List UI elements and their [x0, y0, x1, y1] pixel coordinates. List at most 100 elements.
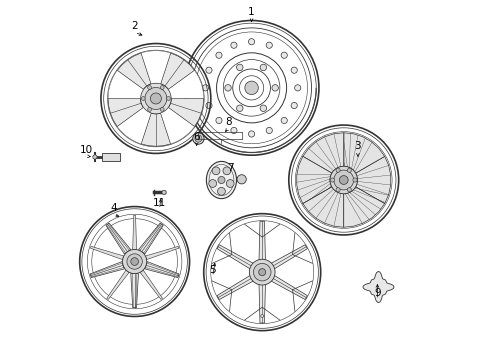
Circle shape: [253, 264, 270, 281]
Polygon shape: [117, 53, 151, 89]
Text: 4: 4: [110, 203, 117, 213]
Circle shape: [236, 64, 243, 71]
Polygon shape: [217, 275, 253, 300]
Circle shape: [290, 102, 297, 109]
Circle shape: [144, 87, 166, 109]
Polygon shape: [270, 245, 307, 269]
Circle shape: [260, 64, 266, 71]
Ellipse shape: [206, 161, 236, 199]
Circle shape: [370, 280, 385, 294]
Circle shape: [150, 93, 161, 104]
Text: 9: 9: [373, 288, 380, 298]
Circle shape: [271, 85, 278, 91]
Circle shape: [141, 96, 145, 100]
Polygon shape: [106, 223, 130, 254]
Polygon shape: [363, 271, 393, 303]
Circle shape: [218, 176, 224, 184]
Circle shape: [265, 42, 272, 48]
Circle shape: [140, 83, 171, 114]
Circle shape: [329, 166, 357, 194]
Polygon shape: [161, 53, 194, 89]
Polygon shape: [168, 99, 203, 127]
Circle shape: [205, 67, 212, 73]
Text: 10: 10: [80, 145, 93, 155]
Circle shape: [281, 52, 287, 58]
Circle shape: [217, 188, 225, 195]
Circle shape: [160, 86, 164, 89]
Circle shape: [93, 155, 97, 159]
Polygon shape: [217, 245, 253, 269]
Polygon shape: [355, 156, 390, 204]
Text: 8: 8: [225, 117, 231, 126]
Circle shape: [374, 283, 381, 291]
Circle shape: [224, 85, 231, 91]
Circle shape: [335, 168, 340, 172]
Circle shape: [192, 133, 203, 144]
Circle shape: [260, 315, 263, 318]
Circle shape: [346, 168, 351, 172]
Circle shape: [160, 108, 164, 111]
Circle shape: [248, 39, 254, 45]
Text: 2: 2: [131, 21, 138, 31]
Polygon shape: [90, 246, 123, 260]
Circle shape: [147, 108, 151, 111]
Circle shape: [166, 96, 170, 100]
Circle shape: [333, 170, 353, 190]
Polygon shape: [90, 262, 124, 278]
Circle shape: [294, 85, 300, 91]
Circle shape: [130, 258, 138, 265]
Circle shape: [237, 175, 246, 184]
Circle shape: [339, 176, 347, 184]
Circle shape: [376, 291, 379, 293]
Circle shape: [236, 105, 243, 112]
Circle shape: [249, 259, 275, 285]
Polygon shape: [141, 113, 170, 146]
Polygon shape: [259, 284, 265, 323]
Circle shape: [281, 117, 287, 123]
Circle shape: [127, 254, 142, 269]
Circle shape: [381, 283, 384, 286]
Circle shape: [290, 67, 297, 73]
Polygon shape: [132, 215, 136, 249]
Circle shape: [346, 188, 351, 192]
Polygon shape: [168, 71, 203, 99]
Circle shape: [205, 102, 212, 109]
Polygon shape: [259, 221, 265, 260]
Polygon shape: [106, 270, 129, 300]
Circle shape: [162, 190, 166, 194]
Circle shape: [260, 105, 266, 112]
Text: 1: 1: [248, 6, 254, 17]
Polygon shape: [296, 156, 331, 204]
Circle shape: [195, 135, 202, 142]
Circle shape: [226, 180, 234, 188]
Circle shape: [215, 117, 222, 123]
Polygon shape: [161, 108, 194, 144]
Text: 6: 6: [193, 132, 200, 143]
Polygon shape: [302, 133, 343, 173]
Circle shape: [258, 269, 265, 276]
Circle shape: [147, 86, 151, 89]
Circle shape: [230, 127, 237, 134]
Circle shape: [215, 52, 222, 58]
Circle shape: [223, 167, 230, 175]
Polygon shape: [108, 99, 143, 127]
Polygon shape: [145, 246, 179, 260]
Polygon shape: [130, 274, 138, 308]
Polygon shape: [117, 108, 151, 144]
Polygon shape: [343, 187, 384, 227]
Circle shape: [244, 81, 258, 95]
Circle shape: [335, 188, 340, 192]
Circle shape: [208, 180, 216, 188]
Polygon shape: [138, 223, 163, 254]
Polygon shape: [102, 153, 120, 161]
Circle shape: [230, 42, 237, 48]
Polygon shape: [144, 262, 179, 278]
Polygon shape: [270, 275, 307, 300]
Polygon shape: [343, 133, 384, 173]
Circle shape: [212, 167, 220, 175]
Polygon shape: [141, 51, 170, 84]
Circle shape: [265, 127, 272, 134]
Text: 11: 11: [152, 198, 166, 208]
Circle shape: [248, 131, 254, 137]
Circle shape: [352, 178, 356, 182]
